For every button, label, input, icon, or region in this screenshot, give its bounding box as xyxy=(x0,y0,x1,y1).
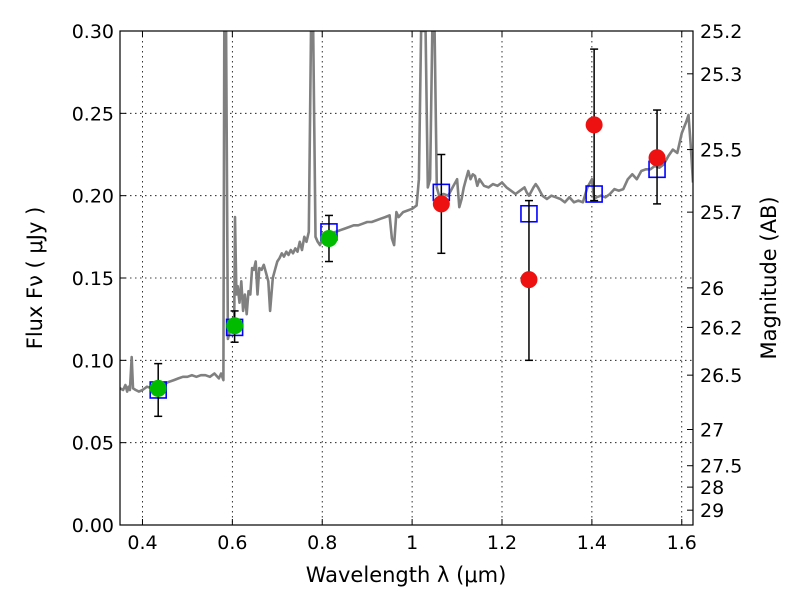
right-tick-label: 25.7 xyxy=(700,202,742,224)
observed-point xyxy=(648,149,666,167)
x-tick-label: 0.6 xyxy=(217,532,247,554)
y-tick-label: 0.25 xyxy=(72,103,114,125)
y-tick-label: 0.20 xyxy=(72,186,114,208)
right-tick-label: 26.2 xyxy=(700,317,742,339)
observed-point xyxy=(320,229,338,247)
x-tick-label: 1.4 xyxy=(577,532,607,554)
y-tick-label: 0.10 xyxy=(72,350,114,372)
y-tick-label: 0.05 xyxy=(72,433,114,455)
observed-point xyxy=(149,379,167,397)
y-tick-label: 0.30 xyxy=(72,21,114,43)
right-tick-label: 27 xyxy=(700,419,724,441)
x-tick-label: 0.4 xyxy=(127,532,157,554)
axis-ticks: 0.4 0.6 0.8 1 1.2 1.4 1.6 0.00 0.05 0.10 0.15 0.20 0… xyxy=(72,21,743,554)
x-tick-label: 1.2 xyxy=(487,532,517,554)
observed-point xyxy=(432,195,450,213)
spectrum-line xyxy=(120,31,693,393)
right-axis-label: Magnitude (AB) xyxy=(757,196,781,359)
observed-point xyxy=(226,317,244,335)
right-tick-label: 29 xyxy=(700,500,724,522)
y-tick-label: 0.15 xyxy=(72,268,114,290)
right-tick-label: 26 xyxy=(700,278,724,300)
right-tick-label: 25.5 xyxy=(700,140,742,162)
right-tick-label: 26.5 xyxy=(700,365,742,387)
right-tick-label: 25.3 xyxy=(700,64,742,86)
y-tick-label: 0.00 xyxy=(72,515,114,537)
x-tick-label: 1 xyxy=(406,532,418,554)
right-tick-label: 25.2 xyxy=(700,21,742,43)
x-tick-label: 1.6 xyxy=(667,532,697,554)
x-tick-label: 0.8 xyxy=(307,532,337,554)
right-tick-label: 27.5 xyxy=(700,456,742,478)
x-axis-label: Wavelength λ (μm) xyxy=(306,563,507,587)
spectrum-layer xyxy=(120,31,693,393)
y-axis-label: Flux Fν ( μJy ) xyxy=(23,207,47,350)
observed-point xyxy=(520,271,538,289)
observed-points-layer xyxy=(149,48,666,418)
observed-point xyxy=(585,116,603,134)
right-tick-label: 28 xyxy=(700,477,724,499)
